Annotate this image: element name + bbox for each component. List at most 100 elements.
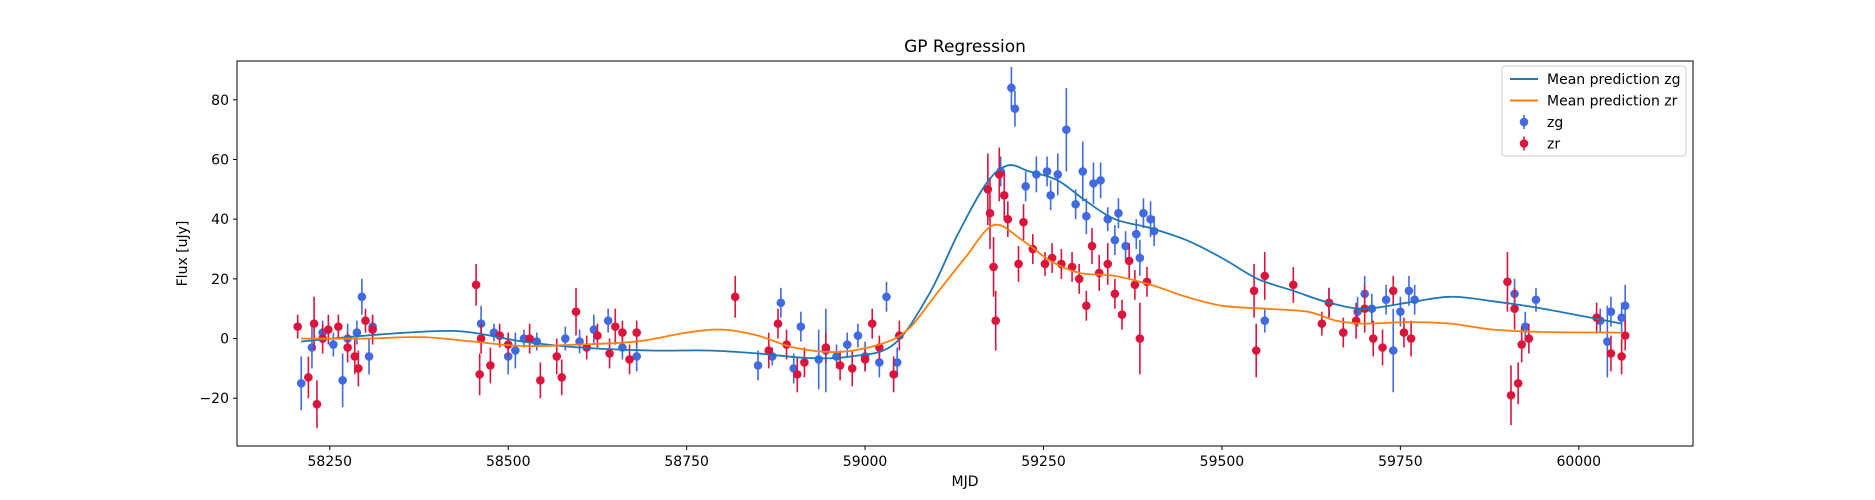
data-point-zr [605, 349, 614, 358]
data-point-zg [1096, 176, 1105, 185]
data-point-zr [1094, 268, 1104, 278]
data-point-zr [304, 373, 313, 382]
data-point-zg [296, 379, 306, 388]
data-point-zg [561, 334, 570, 343]
data-point-zg [603, 316, 613, 325]
data-point-zr [536, 376, 545, 385]
data-point-zr [1503, 277, 1512, 287]
legend-marker-swatch [1519, 117, 1529, 127]
data-point-zr [334, 322, 343, 331]
data-point-zr [1378, 343, 1387, 352]
data-point-zr [1130, 280, 1140, 290]
data-point-zr [835, 361, 845, 370]
data-point-zr [350, 352, 360, 361]
data-point-zr [525, 334, 534, 343]
data-point-zr [1074, 274, 1084, 284]
plot-area [293, 66, 1630, 429]
data-point-zr [1249, 286, 1259, 296]
data-point-zr [1317, 319, 1327, 328]
x-tick-label: 58250 [308, 454, 353, 470]
data-point-zg [1396, 307, 1405, 316]
data-point-zr [1617, 352, 1626, 361]
data-point-zg [1131, 229, 1141, 239]
data-point-zg [1146, 214, 1155, 224]
data-point-zr [1510, 304, 1519, 314]
data-point-zg [352, 328, 362, 337]
data-point-zg [796, 322, 806, 331]
data-point-zr [1110, 289, 1120, 299]
data-point-zr [1103, 259, 1113, 269]
data-point-zr [1124, 256, 1134, 266]
y-tick-label: 20 [211, 272, 229, 288]
data-point-zr [1368, 334, 1378, 343]
data-point-zr [1513, 379, 1523, 388]
data-point-zg [842, 340, 852, 349]
data-point-zr [1399, 328, 1409, 337]
data-point-zr [1087, 241, 1097, 251]
data-point-zr [1251, 346, 1261, 355]
data-point-zg [1046, 191, 1055, 200]
data-point-zr [571, 307, 581, 316]
data-point-zg [1121, 241, 1130, 251]
data-point-zg [1042, 167, 1052, 176]
data-point-zg [338, 376, 347, 385]
data-point-zr [1406, 334, 1416, 343]
data-point-zg [357, 292, 367, 302]
x-tick-label: 59750 [1378, 454, 1423, 470]
legend-box [1501, 65, 1687, 157]
data-point-zg [1007, 83, 1016, 93]
data-point-zg [632, 352, 641, 361]
data-point-zr [486, 361, 495, 370]
data-point-zg [503, 352, 513, 361]
data-point-zg [1260, 316, 1270, 325]
data-point-zg [1089, 179, 1098, 188]
data-point-zr [1517, 340, 1527, 349]
data-point-zg [875, 358, 884, 367]
data-point-zg [1021, 182, 1030, 191]
data-point-zg [329, 340, 338, 349]
data-point-zg [1620, 301, 1630, 311]
data-point-zr [1524, 334, 1534, 343]
data-point-zg [776, 298, 786, 308]
data-point-zg [1135, 253, 1145, 263]
x-tick-label: 59000 [843, 454, 888, 470]
legend-label: zg [1547, 115, 1563, 131]
axes-frame [236, 60, 1694, 447]
x-tick-label: 58500 [486, 454, 531, 470]
data-point-zg [1606, 307, 1616, 316]
data-point-zr [1338, 328, 1348, 337]
data-point-zg [1082, 211, 1091, 221]
x-tick-label: 59500 [1200, 454, 1245, 470]
data-point-zg [1404, 286, 1414, 296]
data-point-zr [1506, 390, 1516, 400]
data-point-zr [989, 262, 998, 272]
data-point-zr [764, 346, 774, 355]
data-point-zg [1139, 208, 1148, 218]
data-point-zr [999, 191, 1009, 200]
y-tick-label: 80 [211, 93, 229, 109]
data-point-zr [632, 328, 641, 337]
data-point-zg [892, 358, 902, 367]
y-tick-label: 0 [220, 332, 229, 348]
data-point-zr [889, 370, 898, 379]
data-point-zg [511, 346, 520, 355]
data-point-zr [847, 364, 857, 373]
y-tick-label: 60 [211, 152, 229, 168]
data-point-zg [1110, 235, 1120, 245]
data-point-zr [354, 364, 363, 373]
data-point-zg [853, 331, 863, 340]
x-tick-label: 60000 [1557, 454, 1602, 470]
series-zg [296, 66, 1630, 411]
data-point-zg [1062, 125, 1071, 134]
legend: Mean prediction zg Mean prediction zr zg zr [1501, 65, 1687, 157]
data-point-zr [552, 352, 562, 361]
chart-title: GP Regression [904, 37, 1026, 57]
data-point-zr [860, 355, 870, 364]
data-point-zr [867, 319, 877, 328]
data-point-zr [800, 358, 809, 367]
data-point-zr [985, 208, 995, 218]
data-point-zr [610, 322, 620, 331]
data-point-zr [618, 328, 627, 337]
data-point-zg [1617, 313, 1626, 322]
